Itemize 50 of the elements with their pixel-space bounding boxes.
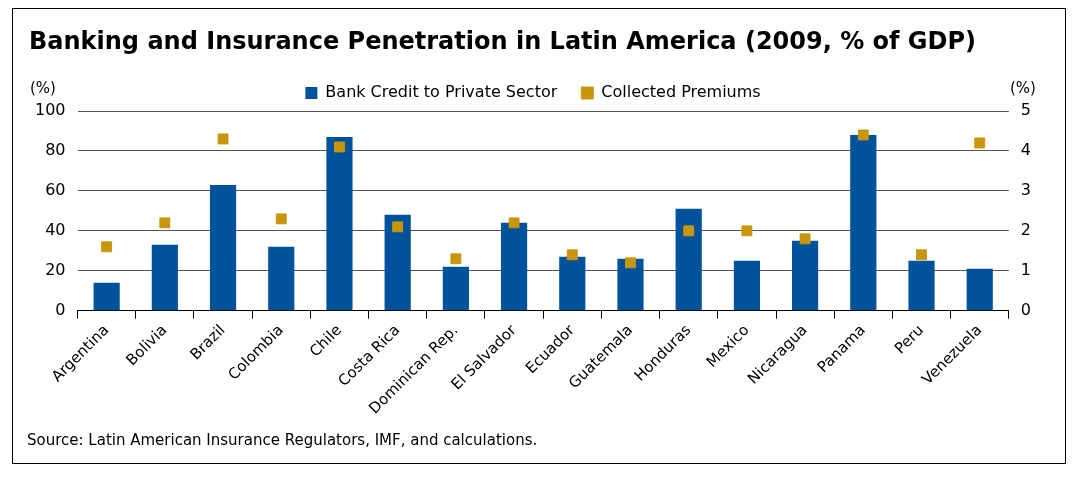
point (508, 217, 520, 229)
bar (675, 208, 702, 311)
point (974, 137, 986, 149)
point (916, 249, 927, 261)
y2-axis-title: (%) (1010, 79, 1036, 98)
bar (908, 260, 935, 311)
y2-tick-label: 2 (1020, 219, 1032, 239)
bar (617, 258, 644, 311)
y2-tick-label: 5 (1020, 100, 1032, 120)
legend-label: Bank Credit to Private Sector (325, 82, 558, 102)
y-tick-label: 100 (34, 100, 66, 120)
y-tick-label: 20 (45, 259, 66, 279)
bar (792, 240, 819, 311)
point (566, 249, 578, 261)
point (275, 213, 287, 225)
y2-tick-label: 1 (1020, 259, 1032, 279)
bar (850, 134, 877, 311)
y-axis-title: (%) (30, 79, 56, 98)
bar (326, 136, 353, 311)
bar (268, 246, 295, 311)
y-tick-label: 0 (55, 299, 66, 319)
y-tick-label: 80 (45, 140, 66, 160)
point (159, 217, 171, 229)
point (392, 221, 404, 233)
y2-tick-label: 3 (1020, 180, 1032, 200)
bar (733, 260, 760, 311)
bar (384, 214, 411, 311)
source-note: Source: Latin American Insurance Regulators, IMF, and calculations. (26, 431, 539, 449)
point (217, 133, 229, 145)
bar (151, 244, 178, 311)
point (625, 257, 636, 269)
bar (559, 256, 586, 311)
y-tick-label: 40 (45, 219, 66, 239)
bar (966, 268, 993, 311)
y2-tick-label: 0 (1020, 299, 1032, 319)
bar (93, 282, 120, 311)
bar (442, 266, 469, 311)
point (741, 225, 753, 237)
bar (209, 184, 237, 311)
point (799, 233, 811, 245)
y2-tick-label: 4 (1020, 140, 1032, 160)
y-tick-label: 60 (45, 180, 66, 200)
chart-title: Banking and Insurance Penetration in Latin America (2009, % of GDP) (28, 26, 978, 55)
bar (500, 222, 528, 311)
point (334, 141, 345, 153)
point (101, 241, 113, 253)
point (683, 225, 695, 237)
legend-label: Collected Premiums (601, 82, 761, 102)
point (857, 129, 869, 141)
point (450, 253, 462, 265)
